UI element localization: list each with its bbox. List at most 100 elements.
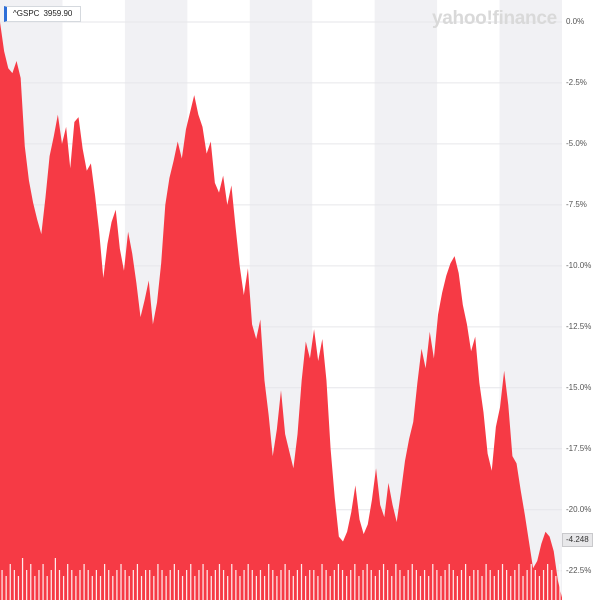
volume-bar [227, 576, 229, 600]
volume-bar [346, 576, 348, 600]
y-tick-label: -22.5% [566, 565, 592, 575]
volume-bar [305, 576, 307, 600]
volume-bar [247, 564, 249, 600]
volume-bar [403, 576, 405, 600]
volume-bar [440, 576, 442, 600]
volume-bar [26, 570, 28, 600]
volume-bar [333, 570, 335, 600]
y-tick-label: -5.0% [566, 138, 587, 148]
volume-bar [473, 570, 475, 600]
y-tick-label: -15.0% [566, 382, 592, 392]
area-series [0, 21, 562, 600]
volume-bar [481, 576, 483, 600]
volume-bar [362, 570, 364, 600]
volume-bar [321, 564, 323, 600]
y-tick-label: 0.0% [566, 16, 585, 26]
volume-bar [370, 570, 372, 600]
volume-bar [542, 570, 545, 600]
volume-bar [428, 576, 430, 600]
volume-bar [54, 558, 56, 600]
volume-bar [288, 570, 290, 600]
volume-bar [510, 576, 512, 600]
ticker-badge[interactable]: ^GSPC 3959.90 [4, 6, 82, 22]
y-tick-label: -2.5% [566, 77, 587, 87]
volume-bar [423, 570, 426, 600]
y-tick-label: -7.5% [566, 199, 587, 209]
volume-bar [272, 570, 274, 600]
volume-bar [153, 576, 155, 600]
volume-bar [181, 576, 184, 600]
last-value-badge: -4.248 [562, 533, 593, 547]
volume-bar [452, 570, 454, 600]
volume-bar [497, 570, 500, 600]
volume-bar [522, 576, 524, 600]
volume-bar [415, 570, 417, 600]
volume-bar [149, 570, 151, 600]
volume-bar [128, 576, 130, 600]
volume-bar [231, 564, 233, 600]
volume-bar [9, 564, 11, 600]
volume-bar [280, 570, 282, 600]
volume-bar [108, 570, 110, 600]
volume-bar [419, 576, 422, 600]
volume-bar [169, 570, 171, 600]
volume-bar [518, 564, 520, 600]
y-tick-label: -12.5% [566, 321, 592, 331]
yahoo-finance-logo: yahoo!finance [432, 8, 557, 29]
volume-bar [411, 564, 413, 600]
volume-bar [46, 576, 48, 600]
volume-bar [157, 564, 159, 600]
volume-bar [530, 564, 532, 600]
volume-bar [5, 576, 7, 600]
volume-bar [489, 570, 491, 600]
volume-bar [235, 570, 237, 600]
volume-bar [501, 564, 504, 600]
volume-bar [17, 576, 20, 600]
volume-bar [350, 570, 352, 600]
volume-bar [218, 564, 221, 600]
volume-bar [136, 564, 139, 600]
volume-bar [464, 564, 467, 600]
volume-bar [21, 558, 24, 600]
volume-bar [202, 564, 204, 600]
volume-bar [145, 570, 147, 600]
volume-bar [243, 570, 245, 600]
volume-bar [555, 576, 557, 600]
volume-bar [198, 570, 200, 600]
volume-bar [58, 570, 61, 600]
volume-bar [538, 576, 541, 600]
volume-bar [485, 564, 487, 600]
volume-bar [13, 570, 15, 600]
volume-bar [38, 570, 40, 600]
volume-bar [239, 576, 241, 600]
volume-bar [71, 570, 73, 600]
volume-bar [190, 564, 192, 600]
ticker-price: 3959.90 [43, 9, 73, 18]
volume-bar [103, 564, 106, 600]
volume-bar [161, 570, 163, 600]
volume-bar [165, 576, 167, 600]
volume-bar [112, 576, 114, 600]
volume-bar [559, 564, 561, 600]
volume-bar [493, 576, 495, 600]
volume-bar [407, 570, 409, 600]
volume-bar [378, 570, 381, 600]
volume-bar [42, 564, 44, 600]
volume-bar [87, 570, 89, 600]
volume-bar [341, 570, 344, 600]
volume-bar [99, 576, 102, 600]
volume-bar [132, 570, 134, 600]
volume-bar [551, 570, 553, 600]
volume-bar [391, 576, 393, 600]
volume-bar [534, 570, 536, 600]
volume-bar [79, 570, 81, 600]
volume-bar [173, 564, 175, 600]
ticker-symbol: ^GSPC [13, 9, 40, 18]
volume-bar [432, 564, 434, 600]
volume-bar [506, 570, 508, 600]
volume-bar [251, 570, 253, 600]
volume-bar [120, 564, 122, 600]
volume-bar [50, 570, 52, 600]
